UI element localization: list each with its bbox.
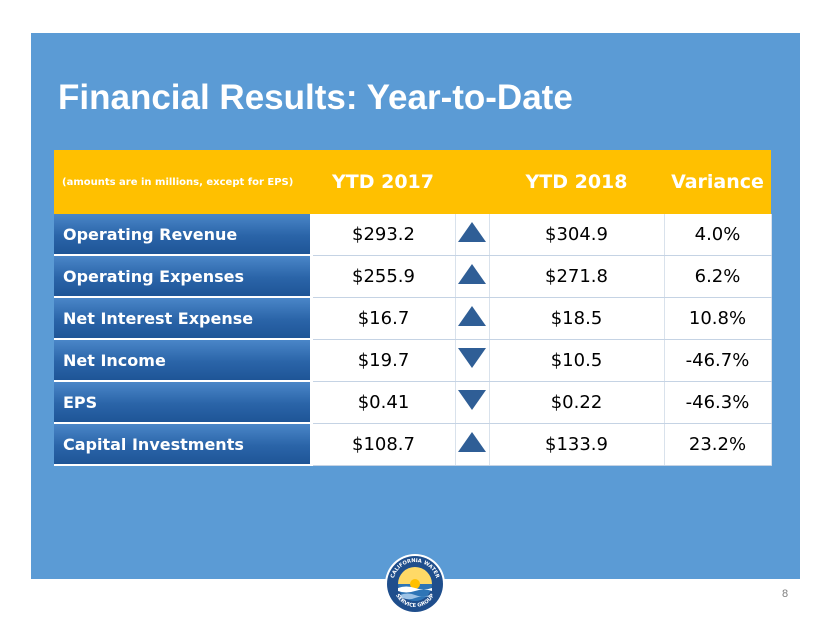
variance-value: 6.2% <box>664 255 772 298</box>
trend-cell <box>455 297 490 340</box>
trend-cell <box>455 214 490 256</box>
row-label: Operating Revenue <box>54 214 313 256</box>
column-header-ytd-2018: YTD 2018 <box>489 150 664 214</box>
company-seal-icon: CALIFORNIA WATER SERVICE GROUP <box>385 554 445 614</box>
units-note: (amounts are in millions, except for EPS… <box>54 150 311 214</box>
variance-value: -46.7% <box>664 339 772 382</box>
table-row: Net Interest Expense $16.7 $18.5 10.8% <box>54 297 772 340</box>
variance-value: -46.3% <box>664 381 772 424</box>
ytd-2017-value: $19.7 <box>311 339 456 382</box>
ytd-2017-value: $293.2 <box>311 214 456 256</box>
ytd-2018-value: $18.5 <box>489 297 665 340</box>
variance-value: 10.8% <box>664 297 772 340</box>
row-label: EPS <box>54 381 313 424</box>
column-header-ytd-2017: YTD 2017 <box>311 150 455 214</box>
ytd-2017-value: $255.9 <box>311 255 456 298</box>
table-row: Operating Revenue $293.2 $304.9 4.0% <box>54 214 772 256</box>
ytd-2018-value: $133.9 <box>489 423 665 466</box>
page-number: 8 <box>782 588 789 600</box>
up-arrow-icon <box>458 305 486 326</box>
row-label: Net Interest Expense <box>54 297 313 340</box>
table-row: Operating Expenses $255.9 $271.8 6.2% <box>54 255 772 298</box>
variance-value: 4.0% <box>664 214 772 256</box>
ytd-2017-value: $16.7 <box>311 297 456 340</box>
trend-cell <box>455 423 490 466</box>
ytd-2018-value: $304.9 <box>489 214 665 256</box>
up-arrow-icon <box>458 263 486 284</box>
ytd-2017-value: $0.41 <box>311 381 456 424</box>
trend-cell <box>455 381 490 424</box>
trend-cell <box>455 339 490 382</box>
variance-value: 23.2% <box>664 423 772 466</box>
ytd-2018-value: $10.5 <box>489 339 665 382</box>
financial-results-table: (amounts are in millions, except for EPS… <box>54 150 772 466</box>
table-row: Capital Investments $108.7 $133.9 23.2% <box>54 423 772 466</box>
table-row: Net Income $19.7 $10.5 -46.7% <box>54 339 772 382</box>
trend-cell <box>455 255 490 298</box>
down-arrow-icon <box>458 347 486 368</box>
column-header-spacer <box>455 150 489 214</box>
ytd-2018-value: $0.22 <box>489 381 665 424</box>
column-header-variance: Variance <box>664 150 771 214</box>
row-label: Operating Expenses <box>54 255 313 298</box>
up-arrow-icon <box>458 221 486 242</box>
table-header-row: (amounts are in millions, except for EPS… <box>54 150 771 214</box>
page-title: Financial Results: Year-to-Date <box>58 78 573 117</box>
row-label: Capital Investments <box>54 423 313 466</box>
up-arrow-icon <box>458 431 486 452</box>
row-label: Net Income <box>54 339 313 382</box>
table-row: EPS $0.41 $0.22 -46.3% <box>54 381 772 424</box>
ytd-2018-value: $271.8 <box>489 255 665 298</box>
down-arrow-icon <box>458 389 486 410</box>
ytd-2017-value: $108.7 <box>311 423 456 466</box>
